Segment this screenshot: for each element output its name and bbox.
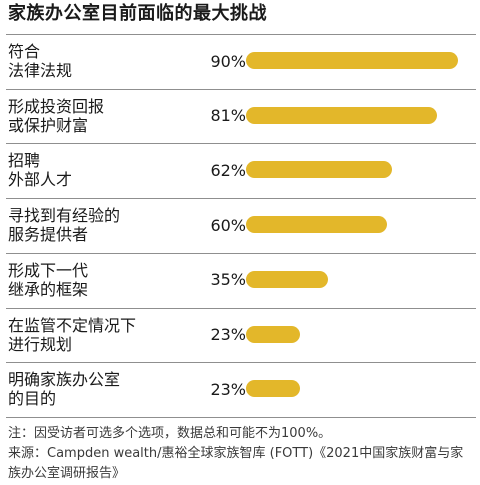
row-divider: [6, 362, 476, 364]
bar: [246, 216, 388, 234]
row-divider: [6, 416, 476, 418]
value-label: 23%: [210, 325, 246, 344]
footnote-note: 注：因受访者可选多个选项，数据总和可能不为100%。: [8, 426, 332, 441]
category-label: 招聘 外部人才: [8, 151, 73, 190]
bar-row: 形成下一代 继承的框架 35%: [0, 253, 480, 307]
bar-chart: 符合 法律法规 90% 形成投资回报 或保护财富 81% 招聘 外部人才 62% 寻找到有经…: [0, 34, 480, 418]
category-label: 符合 法律法规: [8, 42, 73, 80]
row-divider: [6, 143, 476, 145]
bar-row: 形成投资回报 或保护财富 81%: [0, 89, 480, 143]
bar-row: 招聘 外部人才 62%: [0, 143, 480, 197]
bar: [246, 270, 329, 288]
footnote: 注：因受访者可选多个选项，数据总和可能不为100%。 来源：Campden we…: [8, 424, 476, 484]
bar: [246, 52, 458, 69]
category-label: 在监管不定情况下 进行规划: [8, 315, 137, 354]
bar: [246, 161, 393, 179]
row-divider: [6, 307, 476, 309]
bar: [246, 325, 301, 343]
value-label: 60%: [210, 215, 246, 235]
chart-title: 家族办公室目前面临的最大挑战: [8, 3, 267, 24]
row-divider: [6, 252, 476, 254]
value-label: 90%: [210, 51, 246, 71]
value-label: 62%: [210, 160, 246, 180]
category-label: 寻找到有经验的 服务提供者: [8, 206, 121, 245]
bar-row: 符合 法律法规 90%: [0, 34, 480, 88]
bar-row: 寻找到有经验的 服务提供者 60%: [0, 198, 480, 252]
value-label: 35%: [210, 270, 246, 290]
row-divider: [6, 198, 476, 200]
category-label: 形成下一代 继承的框架: [8, 260, 89, 299]
category-label: 形成投资回报 或保护财富: [8, 96, 105, 135]
category-label: 明确家族办公室 的目的: [8, 370, 121, 409]
row-divider: [6, 34, 476, 35]
bar-row: 明确家族办公室 的目的 23%: [0, 362, 480, 416]
bar: [246, 106, 437, 124]
value-label: 81%: [210, 106, 246, 126]
value-label: 23%: [210, 379, 246, 399]
bar: [246, 380, 301, 398]
footnote-source: 来源：Campden wealth/惠裕全球家族智库 (FOTT)《2021中国…: [8, 446, 464, 481]
bar-row: 在监管不定情况下 进行规划 23%: [0, 308, 480, 362]
row-divider: [6, 88, 476, 90]
